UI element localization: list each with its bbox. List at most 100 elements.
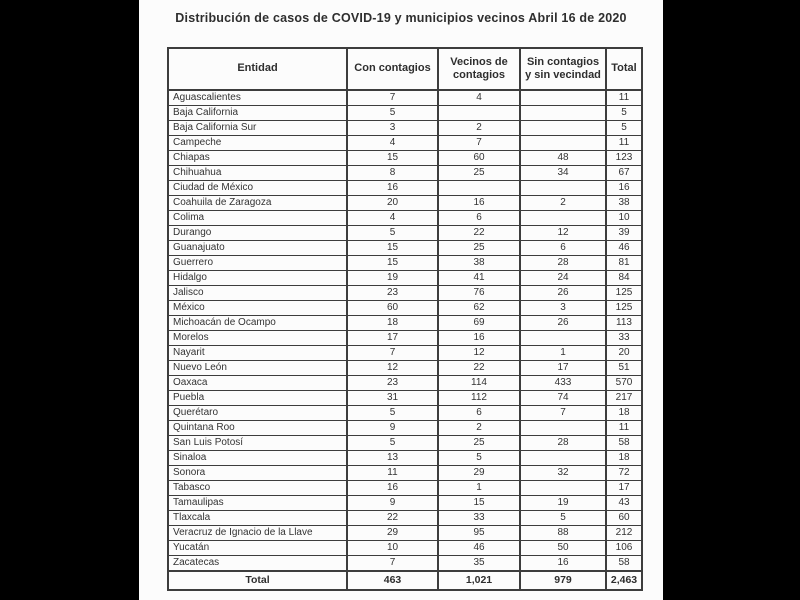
table-row: San Luis Potosí 5 25 28 58 xyxy=(167,435,643,451)
total-con-contagios: 463 xyxy=(346,570,439,591)
table-row: Jalisco 23 76 26 125 xyxy=(167,285,643,301)
total-grand: 2,463 xyxy=(605,570,643,591)
entity-cell: Chiapas xyxy=(167,150,348,166)
value-cell xyxy=(519,480,607,496)
value-cell: 5 xyxy=(346,105,439,121)
value-cell: 35 xyxy=(437,555,521,572)
value-cell: 26 xyxy=(519,285,607,301)
table-row: Puebla 31 112 74 217 xyxy=(167,390,643,406)
value-cell xyxy=(519,180,607,196)
value-cell: 50 xyxy=(519,540,607,556)
value-cell: 88 xyxy=(519,525,607,541)
table-row: Baja California Sur 3 2 5 xyxy=(167,120,643,136)
value-cell: 12 xyxy=(346,360,439,376)
value-cell: 112 xyxy=(437,390,521,406)
value-cell: 72 xyxy=(605,465,643,481)
value-cell: 29 xyxy=(437,465,521,481)
table-row: Hidalgo 19 41 24 84 xyxy=(167,270,643,286)
value-cell: 5 xyxy=(605,120,643,136)
value-cell xyxy=(519,89,607,106)
value-cell: 15 xyxy=(437,495,521,511)
value-cell: 18 xyxy=(346,315,439,331)
value-cell: 58 xyxy=(605,435,643,451)
table-row: Colima 4 6 10 xyxy=(167,210,643,226)
value-cell: 41 xyxy=(437,270,521,286)
value-cell: 22 xyxy=(437,360,521,376)
value-cell: 4 xyxy=(346,210,439,226)
table-row: Nuevo León 12 22 17 51 xyxy=(167,360,643,376)
value-cell: 16 xyxy=(346,180,439,196)
value-cell: 58 xyxy=(605,555,643,572)
value-cell: 17 xyxy=(346,330,439,346)
entity-cell: Yucatán xyxy=(167,540,348,556)
value-cell: 13 xyxy=(346,450,439,466)
value-cell: 17 xyxy=(605,480,643,496)
value-cell: 6 xyxy=(437,210,521,226)
entity-cell: Oaxaca xyxy=(167,375,348,391)
page-title: Distribución de casos de COVID-19 y muni… xyxy=(175,11,627,25)
value-cell: 11 xyxy=(605,89,643,106)
value-cell: 3 xyxy=(519,300,607,316)
value-cell: 29 xyxy=(346,525,439,541)
value-cell: 10 xyxy=(605,210,643,226)
value-cell: 60 xyxy=(346,300,439,316)
table-row: Guanajuato 15 25 6 46 xyxy=(167,240,643,256)
value-cell: 74 xyxy=(519,390,607,406)
entity-cell: Guanajuato xyxy=(167,240,348,256)
value-cell: 9 xyxy=(346,420,439,436)
value-cell: 18 xyxy=(605,450,643,466)
entity-cell: Aguascalientes xyxy=(167,89,348,106)
value-cell: 60 xyxy=(437,150,521,166)
entity-cell: Nayarit xyxy=(167,345,348,361)
value-cell: 23 xyxy=(346,375,439,391)
value-cell: 25 xyxy=(437,435,521,451)
value-cell: 28 xyxy=(519,255,607,271)
value-cell: 51 xyxy=(605,360,643,376)
table-row: México 60 62 3 125 xyxy=(167,300,643,316)
entity-cell: Puebla xyxy=(167,390,348,406)
table-row: Durango 5 22 12 39 xyxy=(167,225,643,241)
table-row: Chiapas 15 60 48 123 xyxy=(167,150,643,166)
value-cell xyxy=(519,420,607,436)
entity-cell: Guerrero xyxy=(167,255,348,271)
value-cell: 60 xyxy=(605,510,643,526)
value-cell: 39 xyxy=(605,225,643,241)
value-cell: 15 xyxy=(346,240,439,256)
value-cell: 67 xyxy=(605,165,643,181)
covid-cases-table: Entidad Con contagios Vecinos de contagi… xyxy=(167,47,643,591)
table-row: Guerrero 15 38 28 81 xyxy=(167,255,643,271)
value-cell: 4 xyxy=(346,135,439,151)
entity-cell: Campeche xyxy=(167,135,348,151)
value-cell: 25 xyxy=(437,165,521,181)
table-row: Coahuila de Zaragoza 20 16 2 38 xyxy=(167,195,643,211)
value-cell: 19 xyxy=(346,270,439,286)
column-header-con-contagios: Con contagios xyxy=(346,47,439,91)
value-cell: 4 xyxy=(437,89,521,106)
column-header-sin-contagios-y-sin-vecindad: Sin contagios y sin vecindad xyxy=(519,47,607,91)
value-cell: 5 xyxy=(346,435,439,451)
table-row: Querétaro 5 6 7 18 xyxy=(167,405,643,421)
value-cell: 7 xyxy=(346,345,439,361)
value-cell: 24 xyxy=(519,270,607,286)
slide-canvas: Distribución de casos de COVID-19 y muni… xyxy=(139,0,663,600)
value-cell: 16 xyxy=(437,195,521,211)
table-row: Chihuahua 8 25 34 67 xyxy=(167,165,643,181)
value-cell: 28 xyxy=(519,435,607,451)
value-cell: 22 xyxy=(346,510,439,526)
table-row: Tlaxcala 22 33 5 60 xyxy=(167,510,643,526)
value-cell: 212 xyxy=(605,525,643,541)
value-cell: 6 xyxy=(437,405,521,421)
value-cell: 125 xyxy=(605,300,643,316)
value-cell: 15 xyxy=(346,150,439,166)
value-cell: 7 xyxy=(437,135,521,151)
value-cell xyxy=(519,135,607,151)
entity-cell: Baja California xyxy=(167,105,348,121)
table-row: Yucatán 10 46 50 106 xyxy=(167,540,643,556)
entity-cell: Colima xyxy=(167,210,348,226)
value-cell: 125 xyxy=(605,285,643,301)
table-row: Baja California 5 5 xyxy=(167,105,643,121)
value-cell: 33 xyxy=(605,330,643,346)
value-cell: 18 xyxy=(605,405,643,421)
value-cell: 2 xyxy=(437,420,521,436)
